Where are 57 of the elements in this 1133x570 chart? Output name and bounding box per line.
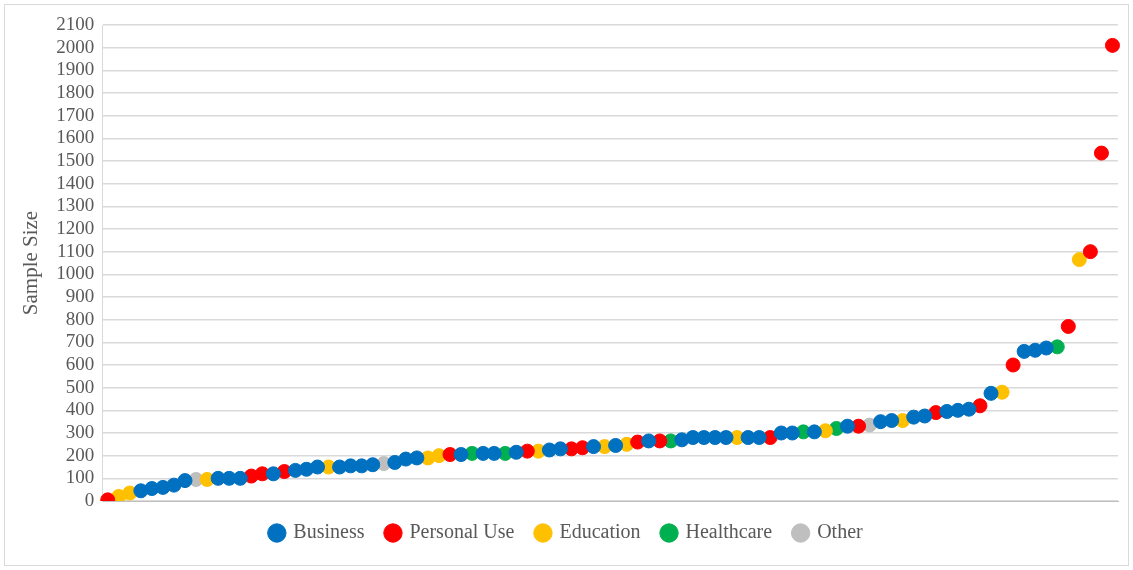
point [1005, 357, 1021, 373]
point [884, 413, 900, 429]
point [177, 473, 193, 489]
y-tick-label: 1900 [56, 58, 95, 80]
y-tick-label: 700 [65, 330, 95, 352]
legend-label: Healthcare [685, 520, 773, 543]
point [586, 439, 602, 455]
y-tick-label: 300 [65, 420, 95, 442]
point [961, 401, 977, 417]
y-tick-label: 1800 [56, 80, 95, 102]
y-tick-label: 1000 [56, 262, 95, 284]
point [486, 445, 502, 461]
point [552, 441, 568, 457]
y-tick-label: 1700 [56, 103, 95, 125]
y-tick-label: 600 [65, 352, 95, 374]
point [751, 430, 767, 446]
point [508, 444, 524, 460]
point [718, 430, 734, 446]
y-tick-label: 800 [65, 307, 95, 329]
point [310, 459, 326, 475]
point [983, 385, 999, 401]
point [1104, 37, 1120, 53]
y-tick-label: 400 [65, 398, 95, 420]
y-tick-label: 200 [65, 443, 95, 465]
point [839, 418, 855, 434]
point [265, 466, 281, 482]
point [917, 408, 933, 424]
y-tick-label: 0 [84, 488, 95, 510]
y-tick-label: 2100 [56, 12, 95, 34]
point [1071, 252, 1087, 268]
point [1082, 244, 1098, 260]
y-axis-title: Sample Size [18, 210, 43, 316]
point [1060, 318, 1076, 334]
legend-label: Business [293, 520, 365, 543]
point [1093, 145, 1109, 161]
y-tick-label: 100 [65, 466, 95, 488]
y-tick-label: 900 [65, 284, 95, 306]
point [166, 477, 182, 493]
y-tick-label: 1400 [56, 171, 95, 193]
point [1038, 340, 1054, 356]
point [232, 470, 248, 486]
point [409, 450, 425, 466]
point [806, 424, 822, 440]
y-tick-label: 1100 [56, 239, 95, 261]
y-tick-label: 1500 [56, 148, 95, 170]
y-tick-label: 1200 [56, 216, 95, 238]
legend-label: Other [817, 520, 863, 543]
point [453, 447, 469, 463]
y-tick-label: 1300 [56, 194, 95, 216]
point [365, 457, 381, 473]
y-tick-label: 500 [65, 375, 95, 397]
legend-label: Education [559, 520, 641, 543]
y-tick-label: 2000 [56, 35, 95, 57]
legend-label: Personal Use [409, 520, 515, 543]
point [641, 433, 657, 449]
y-tick-label: 1600 [56, 126, 95, 148]
point [608, 437, 624, 453]
